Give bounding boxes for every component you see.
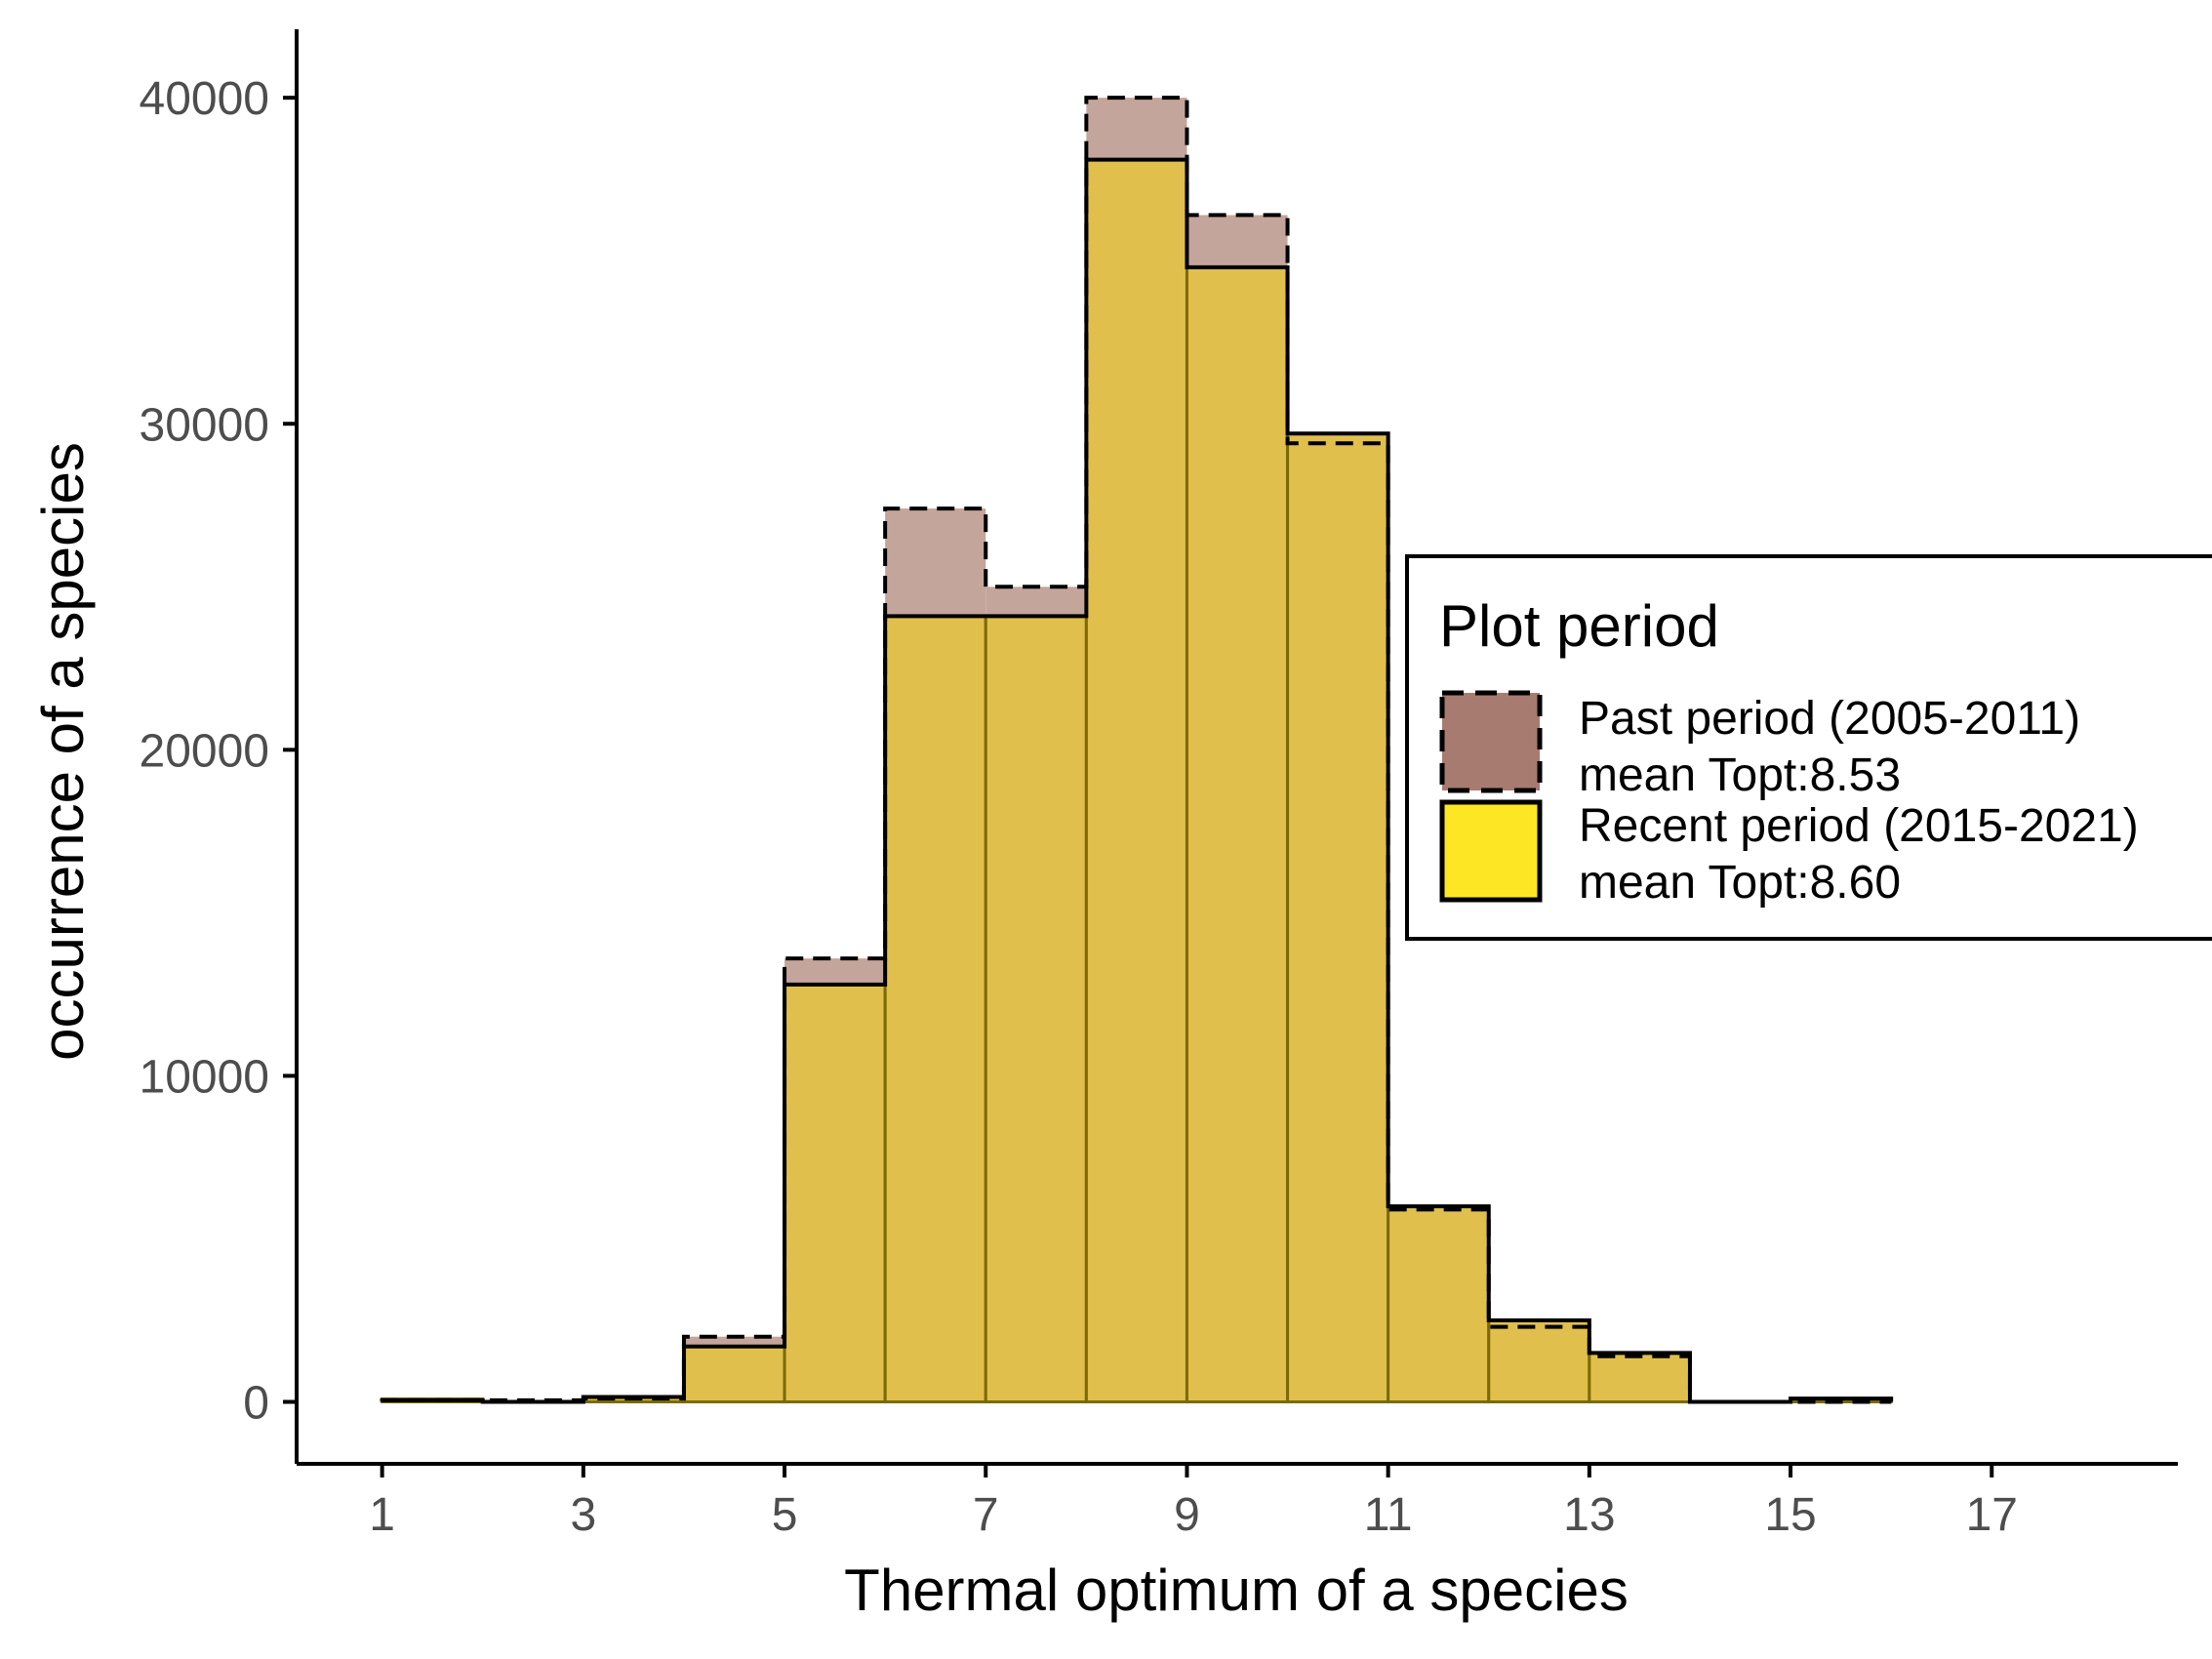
legend-label-recent-line2: mean Topt:8.60 [1579, 857, 1901, 909]
recent-bar [682, 1345, 786, 1404]
recent-outline [380, 157, 1894, 1404]
recent-bar [1286, 431, 1390, 1404]
y-tick-label: 0 [243, 1378, 269, 1430]
legend-label-past-line2: mean Topt:8.53 [1579, 749, 1901, 801]
x-axis-ticks: 1 3 5 7 9 11 13 15 17 [369, 1464, 2018, 1541]
recent-period-outline [380, 157, 1894, 1404]
x-tick-label: 3 [570, 1489, 596, 1541]
legend-key-past [1439, 690, 1543, 793]
x-tick-label: 5 [772, 1489, 798, 1541]
x-tick-label: 13 [1563, 1489, 1615, 1541]
recent-bar [1387, 1204, 1491, 1404]
y-tick-label: 30000 [140, 399, 269, 451]
recent-bar [1084, 158, 1188, 1404]
recent-bar [883, 614, 987, 1404]
legend-title: Plot period [1439, 593, 1719, 659]
x-tick-label: 1 [369, 1489, 395, 1541]
legend: Plot period Past period (2005-2011) mean… [1405, 554, 2212, 941]
x-tick-label: 9 [1174, 1489, 1200, 1541]
x-tick-label: 11 [1364, 1489, 1413, 1541]
y-tick-label: 20000 [140, 725, 269, 777]
x-tick-label: 17 [1966, 1489, 2018, 1541]
past-outline [380, 96, 1892, 1404]
y-axis-ticks: 0 10000 20000 30000 40000 [140, 73, 297, 1430]
legend-label-past-line1: Past period (2005-2011) [1579, 693, 2080, 745]
recent-bar [984, 614, 1088, 1404]
recent-bar [1487, 1318, 1591, 1404]
recent-bar [783, 983, 887, 1404]
x-axis-title: Thermal optimum of a species [844, 1558, 1629, 1623]
x-tick-label: 15 [1764, 1489, 1816, 1541]
axes [295, 29, 2178, 1466]
recent-period-bars [381, 158, 1893, 1404]
x-tick-label: 7 [973, 1489, 999, 1541]
y-axis-title: occurrence of a species [30, 442, 96, 1061]
recent-bar [1185, 265, 1290, 1404]
y-tick-label: 10000 [140, 1051, 269, 1103]
legend-key-recent [1439, 799, 1543, 903]
legend-label-recent-line1: Recent period (2015-2021) [1579, 800, 2139, 852]
past-period-outline [380, 96, 1892, 1404]
recent-bar [1588, 1351, 1692, 1404]
y-tick-label: 40000 [140, 73, 269, 125]
